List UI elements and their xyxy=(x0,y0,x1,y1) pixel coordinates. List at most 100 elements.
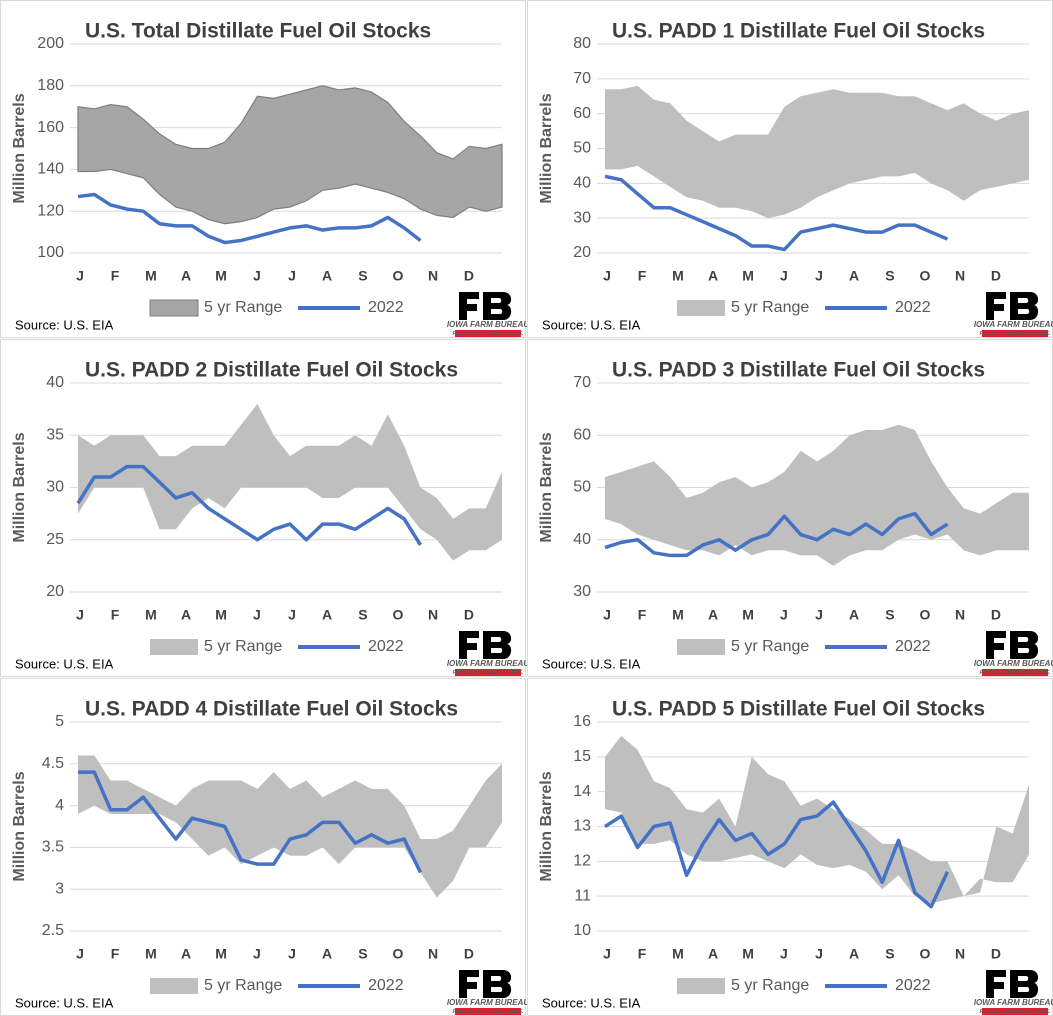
x-tick-label: A xyxy=(181,607,191,623)
x-tick-label: N xyxy=(955,607,965,623)
y-tick-label: 180 xyxy=(37,77,64,94)
x-tick-label: D xyxy=(464,607,474,623)
x-tick-label: M xyxy=(145,946,157,962)
y-tick-label: 160 xyxy=(37,119,64,136)
x-tick-label: D xyxy=(991,946,1001,962)
legend-swatch xyxy=(149,299,199,317)
y-tick-label: 13 xyxy=(573,818,591,835)
y-tick-label: 40 xyxy=(573,531,591,548)
logo-mark xyxy=(459,631,512,659)
x-tick-label: N xyxy=(428,946,438,962)
x-tick-label: M xyxy=(215,607,227,623)
y-tick-label: 20 xyxy=(46,583,64,600)
source-note: Source: U.S. EIA xyxy=(542,317,641,332)
x-tick-label: A xyxy=(322,946,332,962)
x-tick-label: J xyxy=(288,268,296,284)
legend-swatch xyxy=(677,978,725,994)
logo-mark xyxy=(986,970,1039,998)
range-band xyxy=(605,424,1029,566)
logo-bar xyxy=(982,330,1048,337)
x-tick-label: S xyxy=(358,268,367,284)
x-tick-label: M xyxy=(742,607,754,623)
logo-name: IOWA FARM BUREAU xyxy=(447,320,530,329)
logo-mark xyxy=(986,631,1039,659)
x-tick-label: F xyxy=(638,268,647,284)
x-tick-label: N xyxy=(955,946,965,962)
x-tick-label: D xyxy=(991,268,1001,284)
x-tick-label: J xyxy=(76,268,84,284)
x-tick-label: M xyxy=(215,268,227,284)
logo-name: IOWA FARM BUREAU xyxy=(974,998,1053,1007)
chart-panel: U.S. Total Distillate Fuel Oil Stocks Mil… xyxy=(0,0,530,338)
y-tick-label: 25 xyxy=(46,531,64,548)
x-tick-label: J xyxy=(288,946,296,962)
y-tick-label: 120 xyxy=(37,202,64,219)
logo: IOWA FARM BUREAU PEOPLE. PROGRESS. PRIDE. xyxy=(974,292,1053,337)
y-tick-label: 60 xyxy=(573,426,591,443)
x-tick-label: A xyxy=(849,268,859,284)
logo-bar xyxy=(982,669,1048,676)
range-band xyxy=(78,403,502,561)
logo-tagline: PEOPLE. PROGRESS. PRIDE. xyxy=(453,1009,524,1015)
line-series xyxy=(76,464,422,546)
y-tick-label: 5 xyxy=(55,713,64,730)
x-tick-label: J xyxy=(815,607,823,623)
y-tick-label: 70 xyxy=(573,70,591,87)
y-tick-label: 60 xyxy=(573,105,591,122)
x-tick-label: J xyxy=(76,946,84,962)
x-tick-label: S xyxy=(885,607,894,623)
x-tick-label: O xyxy=(393,946,404,962)
legend-label: 5 yr Range xyxy=(731,977,809,994)
range-band xyxy=(78,755,502,898)
y-tick-label: 30 xyxy=(573,583,591,600)
source-note: Source: U.S. EIA xyxy=(15,656,114,671)
x-tick-label: M xyxy=(145,607,157,623)
x-tick-label: O xyxy=(920,268,931,284)
x-tick-label: S xyxy=(885,946,894,962)
legend-label: 5 yr Range xyxy=(731,638,809,655)
x-tick-label: M xyxy=(672,268,684,284)
chart-panel: U.S. PADD 1 Distillate Fuel Oil Stocks Mi… xyxy=(527,0,1053,338)
legend-label: 2022 xyxy=(895,638,931,655)
y-axis-label: Million Barrels xyxy=(538,93,555,203)
legend-label: 2022 xyxy=(895,299,931,316)
logo: IOWA FARM BUREAU PEOPLE. PROGRESS. PRIDE. xyxy=(974,970,1053,1015)
y-tick-label: 11 xyxy=(574,887,591,904)
x-tick-label: J xyxy=(780,607,788,623)
x-tick-label: O xyxy=(920,946,931,962)
x-tick-label: N xyxy=(955,268,965,284)
chart-title: U.S. Total Distillate Fuel Oil Stocks xyxy=(85,20,431,43)
legend-swatch xyxy=(150,978,198,994)
x-tick-label: J xyxy=(780,268,788,284)
y-tick-label: 16 xyxy=(573,713,591,730)
legend-label: 5 yr Range xyxy=(204,638,282,655)
logo-mark xyxy=(459,970,512,998)
chart-title: U.S. PADD 5 Distillate Fuel Oil Stocks xyxy=(612,698,985,721)
x-tick-label: O xyxy=(920,607,931,623)
y-tick-label: 100 xyxy=(37,244,64,261)
y-tick-label: 2.5 xyxy=(42,922,64,939)
source-note: Source: U.S. EIA xyxy=(542,656,641,671)
y-axis-label: Million Barrels xyxy=(538,432,555,542)
y-tick-label: 70 xyxy=(573,374,591,391)
range-band xyxy=(77,85,503,225)
y-tick-label: 12 xyxy=(573,853,591,870)
y-axis-label: Million Barrels xyxy=(11,771,28,881)
y-tick-label: 80 xyxy=(573,35,591,52)
y-tick-label: 35 xyxy=(46,426,64,443)
y-tick-label: 4 xyxy=(55,797,64,814)
x-tick-label: F xyxy=(111,268,120,284)
legend-label: 5 yr Range xyxy=(731,299,809,316)
x-tick-label: A xyxy=(708,946,718,962)
range-band xyxy=(605,735,1029,904)
source-note: Source: U.S. EIA xyxy=(542,995,641,1010)
x-tick-label: J xyxy=(815,946,823,962)
x-tick-label: A xyxy=(849,607,859,623)
x-tick-label: J xyxy=(76,607,84,623)
chart-panel: U.S. PADD 2 Distillate Fuel Oil Stocks Mi… xyxy=(0,339,529,677)
y-axis-label: Million Barrels xyxy=(538,771,555,881)
logo-name: IOWA FARM BUREAU xyxy=(447,998,530,1007)
y-tick-label: 30 xyxy=(573,209,591,226)
logo-tagline: PEOPLE. PROGRESS. PRIDE. xyxy=(980,331,1051,337)
x-tick-label: J xyxy=(780,946,788,962)
